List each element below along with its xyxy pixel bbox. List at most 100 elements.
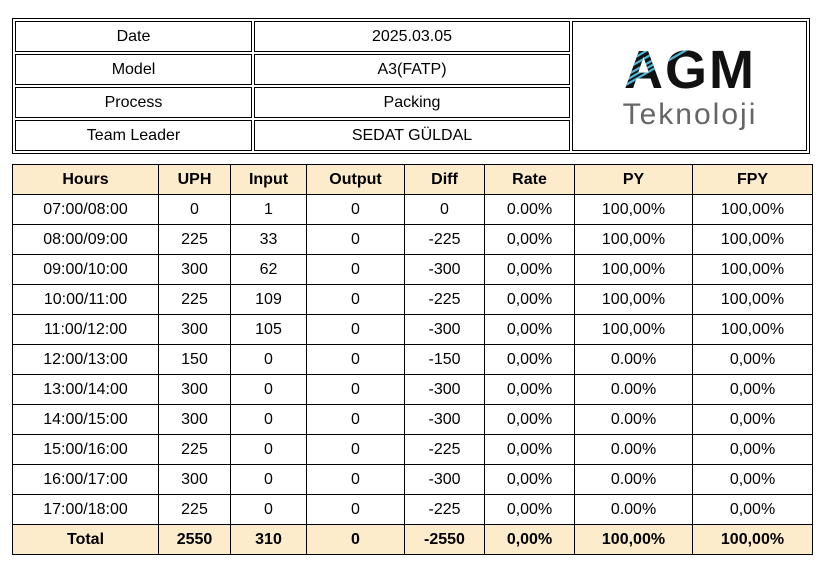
table-cell: 0 — [306, 314, 405, 345]
table-cell: 0.00% — [574, 434, 693, 465]
table-cell: 300 — [158, 254, 231, 285]
table-cell: 0,00% — [692, 344, 813, 375]
table-cell: 0 — [306, 254, 405, 285]
table-cell: 0,00% — [692, 464, 813, 495]
table-cell: 0 — [230, 344, 307, 375]
table-cell: 100,00% — [574, 254, 693, 285]
table-cell: 09:00/10:00 — [12, 254, 159, 285]
table-cell: 0,00% — [692, 374, 813, 405]
total-cell: 100,00% — [692, 524, 813, 555]
table-cell: 0,00% — [484, 464, 575, 495]
table-cell: 15:00/16:00 — [12, 434, 159, 465]
table-row: 11:00/12:00 300 105 0 -300 0,00% 100,00% 100,00… — [12, 314, 813, 345]
table-cell: 225 — [158, 434, 231, 465]
table-cell: 225 — [158, 494, 231, 525]
table-header-row: Hours UPH Input Output Diff Rate PY FPY — [12, 164, 813, 195]
model-label: Model — [15, 54, 252, 85]
total-cell: 2550 — [158, 524, 231, 555]
table-cell: 0,00% — [484, 254, 575, 285]
table-cell: 0 — [306, 284, 405, 315]
table-cell: 0,00% — [484, 404, 575, 435]
table-cell: 0 — [230, 434, 307, 465]
table-cell: 0.00% — [574, 404, 693, 435]
table-cell: 0,00% — [692, 404, 813, 435]
table-cell: 150 — [158, 344, 231, 375]
table-row: 16:00/17:00 300 0 0 -300 0,00% 0.00% 0,00% — [12, 464, 813, 495]
table-cell: 0.00% — [484, 194, 575, 225]
table-cell: -225 — [404, 284, 485, 315]
table-cell: 225 — [158, 284, 231, 315]
table-cell: 0 — [306, 224, 405, 255]
total-cell: 0,00% — [484, 524, 575, 555]
table-cell: 100,00% — [574, 224, 693, 255]
table-cell: 0,00% — [484, 374, 575, 405]
table-cell: -300 — [404, 314, 485, 345]
table-cell: -300 — [404, 404, 485, 435]
column-header: Rate — [484, 164, 575, 195]
table-cell: -300 — [404, 254, 485, 285]
table-cell: 0.00% — [574, 494, 693, 525]
table-cell: 13:00/14:00 — [12, 374, 159, 405]
table-cell: -225 — [404, 434, 485, 465]
team-leader-label: Team Leader — [15, 120, 252, 151]
table-row: 08:00/09:00 225 33 0 -225 0,00% 100,00% 100,00% — [12, 224, 813, 255]
table-cell: 0,00% — [484, 344, 575, 375]
table-cell: 0 — [230, 404, 307, 435]
table-cell: 0 — [306, 374, 405, 405]
table-cell: 100,00% — [692, 194, 813, 225]
column-header: PY — [574, 164, 693, 195]
table-cell: 0 — [230, 374, 307, 405]
table-cell: 33 — [230, 224, 307, 255]
table-cell: 0,00% — [692, 494, 813, 525]
table-cell: 0,00% — [484, 494, 575, 525]
table-cell: 07:00/08:00 — [12, 194, 159, 225]
table-cell: 0.00% — [574, 374, 693, 405]
total-cell: Total — [12, 524, 159, 555]
table-row: 12:00/13:00 150 0 0 -150 0,00% 0.00% 0,00% — [12, 344, 813, 375]
table-cell: 300 — [158, 464, 231, 495]
table-cell: 0 — [306, 494, 405, 525]
table-cell: 08:00/09:00 — [12, 224, 159, 255]
table-cell: 0,00% — [484, 224, 575, 255]
table-cell: 225 — [158, 224, 231, 255]
agm-logo-icon: AGM AGM Teknoloji — [622, 40, 755, 131]
table-cell: 0 — [306, 344, 405, 375]
table-cell: 300 — [158, 374, 231, 405]
team-leader-value: SEDAT GÜLDAL — [254, 120, 570, 151]
total-cell: 310 — [230, 524, 307, 555]
table-cell: 100,00% — [692, 284, 813, 315]
column-header: Output — [306, 164, 405, 195]
table-cell: 100,00% — [692, 254, 813, 285]
table-row: 17:00/18:00 225 0 0 -225 0,00% 0.00% 0,00% — [12, 494, 813, 525]
table-cell: 0,00% — [692, 434, 813, 465]
table-row: 10:00/11:00 225 109 0 -225 0,00% 100,00% 100,00… — [12, 284, 813, 315]
total-cell: -2550 — [404, 524, 485, 555]
total-cell: 100,00% — [574, 524, 693, 555]
table-cell: 17:00/18:00 — [12, 494, 159, 525]
table-cell: 100,00% — [574, 284, 693, 315]
table-cell: 12:00/13:00 — [12, 344, 159, 375]
table-cell: 100,00% — [574, 194, 693, 225]
table-cell: 0 — [306, 194, 405, 225]
table-cell: -225 — [404, 224, 485, 255]
table-cell: 0 — [230, 464, 307, 495]
process-value: Packing — [254, 87, 570, 118]
table-cell: 0.00% — [574, 344, 693, 375]
table-cell: 0 — [230, 494, 307, 525]
table-cell: -150 — [404, 344, 485, 375]
table-cell: 0 — [404, 194, 485, 225]
table-cell: 62 — [230, 254, 307, 285]
info-header: Date 2025.03.05 Model A3(FATP) Process P… — [12, 18, 810, 154]
table-row: 09:00/10:00 300 62 0 -300 0,00% 100,00% 100,00% — [12, 254, 813, 285]
production-table: Hours UPH Input Output Diff Rate PY FPY 07:00/0… — [12, 164, 813, 555]
table-row: 13:00/14:00 300 0 0 -300 0,00% 0.00% 0,00% — [12, 374, 813, 405]
table-cell: 10:00/11:00 — [12, 284, 159, 315]
table-row: 15:00/16:00 225 0 0 -225 0,00% 0.00% 0,00% — [12, 434, 813, 465]
table-cell: 14:00/15:00 — [12, 404, 159, 435]
total-cell: 0 — [306, 524, 405, 555]
column-header: UPH — [158, 164, 231, 195]
process-label: Process — [15, 87, 252, 118]
table-cell: 0 — [158, 194, 231, 225]
table-cell: 0 — [306, 434, 405, 465]
table-cell: -300 — [404, 374, 485, 405]
